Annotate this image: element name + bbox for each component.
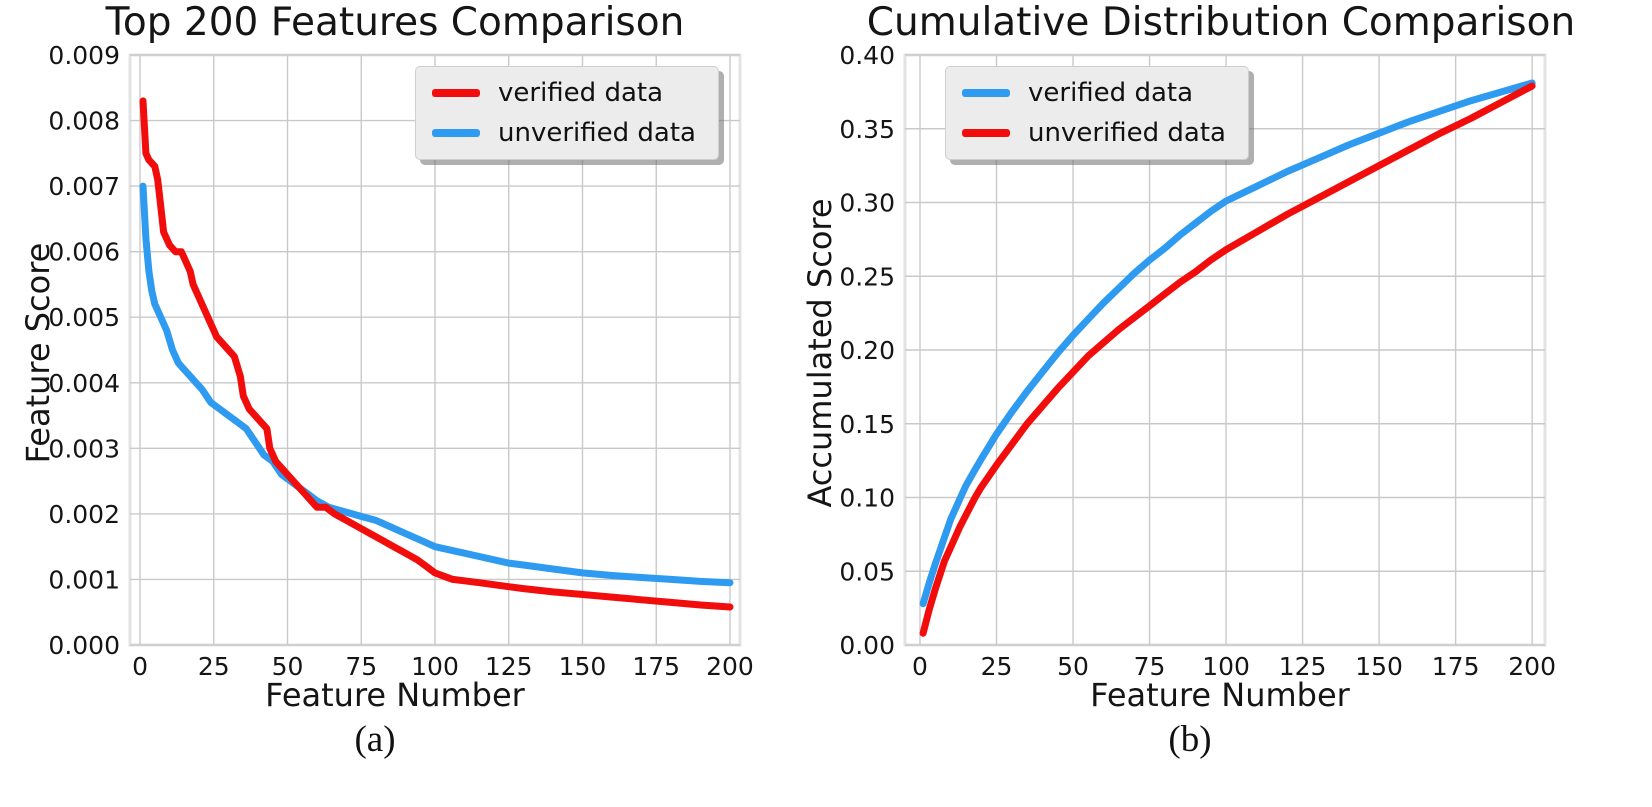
- y-tick-label: 0.008: [48, 107, 120, 136]
- y-tick-label: 0.003: [48, 434, 120, 463]
- y-tick-label: 0.009: [48, 41, 120, 70]
- chart-a-legend: verified data unverified data: [415, 66, 719, 160]
- x-tick-label: 25: [981, 652, 1013, 676]
- y-tick-label: 0.002: [48, 500, 120, 529]
- x-tick-label: 175: [1432, 652, 1480, 676]
- y-tick-label: 0.25: [839, 262, 895, 291]
- chart-a-title: Top 200 Features Comparison: [105, 0, 685, 45]
- x-tick-label: 75: [1134, 652, 1166, 676]
- x-tick-label: 0: [132, 652, 148, 676]
- x-tick-label: 150: [1355, 652, 1403, 676]
- y-tick-label: 0.007: [48, 172, 120, 201]
- x-tick-label: 100: [1202, 652, 1250, 676]
- x-tick-label: 200: [706, 652, 754, 676]
- y-tick-label: 0.005: [48, 303, 120, 332]
- legend-label: unverified data: [1028, 118, 1226, 148]
- chart-a-xlabel: Feature Number: [265, 676, 525, 714]
- legend-label: unverified data: [498, 118, 696, 148]
- y-tick-label: 0.00: [839, 631, 895, 660]
- legend-entry: unverified data: [432, 117, 696, 149]
- x-tick-label: 175: [632, 652, 680, 676]
- series-line: [139, 97, 734, 611]
- legend-entry: unverified data: [962, 117, 1226, 149]
- y-tick-label: 0.20: [839, 336, 895, 365]
- x-tick-label: 50: [272, 652, 304, 676]
- x-tick-label: 50: [1057, 652, 1089, 676]
- series-line: [919, 79, 1536, 608]
- y-tick-label: 0.35: [839, 115, 895, 144]
- legend-line-swatch: [432, 89, 480, 97]
- legend-line-swatch: [962, 89, 1010, 97]
- x-tick-label: 75: [345, 652, 377, 676]
- legend-label: verified data: [1028, 78, 1194, 108]
- legend-entry: verified data: [962, 77, 1226, 109]
- chart-a: Top 200 Features Comparison Feature Scor…: [0, 0, 790, 807]
- chart-b-legend: verified data unverified data: [945, 66, 1249, 160]
- y-tick-label: 0.006: [48, 238, 120, 267]
- y-tick-label: 0.40: [839, 41, 895, 70]
- legend-label: verified data: [498, 78, 664, 108]
- x-tick-label: 100: [411, 652, 459, 676]
- x-tick-label: 125: [485, 652, 533, 676]
- legend-line-swatch: [962, 129, 1010, 137]
- y-tick-label: 0.10: [839, 484, 895, 513]
- y-tick-label: 0.15: [839, 410, 895, 439]
- legend-entry: verified data: [432, 77, 696, 109]
- chart-b-xlabel: Feature Number: [1090, 676, 1350, 714]
- y-tick-label: 0.004: [48, 369, 120, 398]
- x-tick-label: 125: [1279, 652, 1327, 676]
- chart-b: Cumulative Distribution Comparison Accum…: [790, 0, 1652, 807]
- x-tick-label: 200: [1508, 652, 1556, 676]
- y-tick-label: 0.05: [839, 557, 895, 586]
- y-tick-label: 0.000: [48, 631, 120, 660]
- x-tick-label: 0: [912, 652, 928, 676]
- y-tick-label: 0.001: [48, 565, 120, 594]
- y-tick-label: 0.30: [839, 189, 895, 218]
- series-line: [919, 82, 1536, 637]
- legend-line-swatch: [432, 129, 480, 137]
- chart-a-caption: (a): [354, 719, 396, 760]
- x-tick-label: 25: [198, 652, 230, 676]
- chart-b-caption: (b): [1168, 719, 1212, 760]
- chart-b-title: Cumulative Distribution Comparison: [866, 0, 1576, 45]
- x-tick-label: 150: [559, 652, 607, 676]
